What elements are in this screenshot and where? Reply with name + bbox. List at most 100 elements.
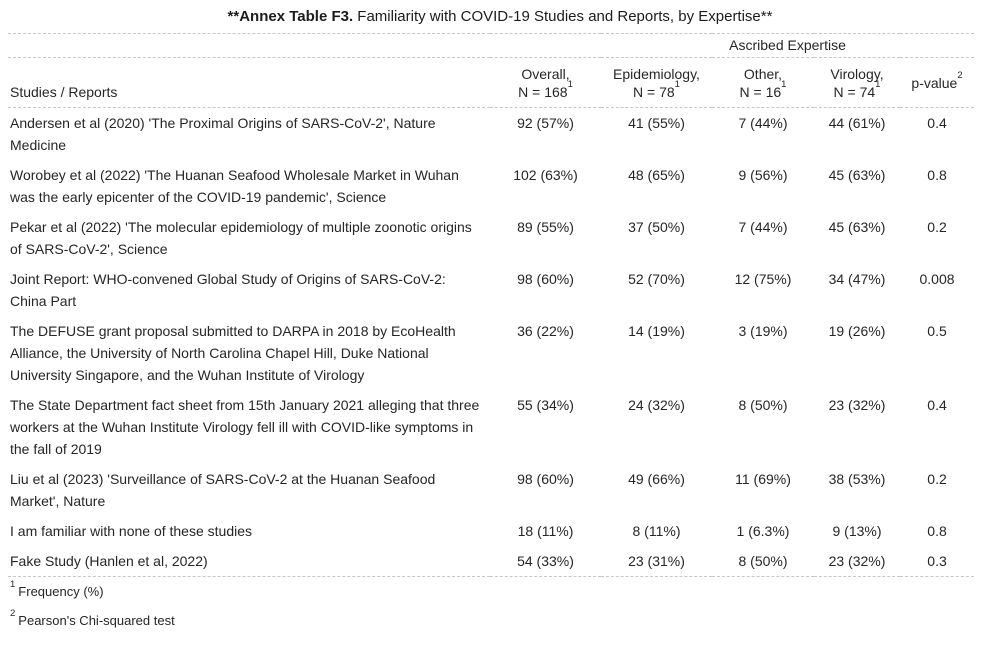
table-row: Pekar et al (2022) 'The molecular epidem… — [8, 212, 974, 264]
virology-cell: 34 (47%) — [828, 271, 886, 287]
study-cell: Worobey et al (2022) 'The Huanan Seafood… — [10, 167, 459, 205]
other-cell: 12 (75%) — [734, 271, 792, 287]
table-title-label: **Annex Table F3. — [227, 8, 354, 25]
virology-cell: 45 (63%) — [828, 167, 886, 183]
footnote-marker: 1 — [781, 79, 787, 91]
study-cell: Liu et al (2023) 'Surveillance of SARS-C… — [10, 471, 436, 509]
other-cell: 7 (44%) — [738, 219, 788, 235]
table-row: I am familiar with none of these studies… — [8, 516, 974, 546]
p-value-cell: 0.4 — [927, 397, 947, 413]
overall-cell: 55 (34%) — [517, 397, 574, 413]
epidemiology-cell: 52 (70%) — [628, 271, 685, 287]
column-header-overall: Overall, N = 1681 — [490, 57, 601, 108]
table-row: Worobey et al (2022) 'The Huanan Seafood… — [8, 160, 974, 212]
p-value-cell: 0.2 — [927, 471, 947, 487]
table-row: The DEFUSE grant proposal submitted to D… — [8, 316, 974, 390]
other-cell: 3 (19%) — [738, 323, 788, 339]
overall-cell: 89 (55%) — [517, 219, 574, 235]
study-cell: I am familiar with none of these studies — [10, 523, 253, 539]
virology-cell: 44 (61%) — [828, 115, 886, 131]
column-n: N = 161 — [739, 80, 787, 100]
overall-cell: 92 (57%) — [517, 115, 574, 131]
column-label: Other, — [743, 66, 783, 82]
footnote-row: 2 Pearson's Chi-squared test — [8, 606, 974, 635]
other-cell: 8 (50%) — [712, 546, 814, 577]
other-cell: 1 (6.3%) — [736, 523, 790, 539]
column-label: p-value — [911, 75, 958, 91]
epidemiology-cell: 24 (32%) — [628, 397, 685, 413]
n-value: N = 74 — [833, 84, 876, 100]
virology-cell: 19 (26%) — [828, 323, 886, 339]
column-label: Virology, — [830, 66, 884, 82]
p-value-cell: 0.2 — [927, 219, 947, 235]
p-value-cell: 0.5 — [927, 323, 947, 339]
epidemiology-cell: 23 (31%) — [601, 546, 712, 577]
table-row: Joint Report: WHO-convened Global Study … — [8, 264, 974, 316]
epidemiology-cell: 14 (19%) — [628, 323, 685, 339]
virology-cell: 23 (32%) — [828, 397, 886, 413]
overall-cell: 102 (63%) — [513, 167, 578, 183]
virology-cell: 38 (53%) — [828, 471, 886, 487]
page: **Annex Table F3. Familiarity with COVID… — [0, 0, 1000, 636]
column-header-p-value: p-value2 — [900, 57, 975, 108]
table-header: Ascribed Expertise Studies / Reports Ove… — [8, 33, 975, 108]
footnote-row: 1 Frequency (%) — [8, 577, 974, 607]
study-cell: Joint Report: WHO-convened Global Study … — [10, 271, 446, 309]
column-header-row: Studies / Reports Overall, N = 1681 Epid… — [8, 57, 975, 108]
epidemiology-cell: 41 (55%) — [628, 115, 685, 131]
n-value: N = 168 — [518, 84, 568, 100]
table-title: **Annex Table F3. Familiarity with COVID… — [0, 0, 1000, 26]
column-header-other: Other, N = 161 — [712, 57, 814, 108]
other-cell: 8 (50%) — [738, 397, 788, 413]
column-header-virology: Virology, N = 741 — [814, 57, 900, 108]
column-header-studies-reports: Studies / Reports — [8, 57, 490, 108]
study-cell: Andersen et al (2020) 'The Proximal Orig… — [10, 115, 436, 153]
footnote-marker: 1 — [567, 79, 573, 91]
footnote-marker: 1 — [875, 79, 881, 91]
column-n: N = 1681 — [518, 80, 573, 100]
p-value-cell: 0.8 — [927, 523, 947, 539]
column-label: Studies / Reports — [10, 84, 118, 100]
overall-cell: 98 (60%) — [517, 271, 574, 287]
p-value-cell: 0.008 — [919, 271, 955, 287]
column-n: N = 741 — [833, 80, 881, 100]
virology-cell: 23 (32%) — [814, 546, 900, 577]
spanner-spacer — [8, 33, 601, 58]
table-row: Andersen et al (2020) 'The Proximal Orig… — [8, 108, 974, 161]
footnote-pearson: 2 Pearson's Chi-squared test — [8, 606, 974, 635]
table-row: Liu et al (2023) 'Surveillance of SARS-C… — [8, 464, 974, 516]
column-n: N = 781 — [633, 80, 680, 100]
footnote-marker: 2 — [957, 70, 963, 82]
p-value-cell: 0.4 — [927, 115, 947, 131]
table-title-text: Familiarity with COVID-19 Studies and Re… — [353, 8, 773, 25]
footnote-marker: 1 — [10, 578, 16, 590]
study-cell: Fake Study (Hanlen et al, 2022) — [8, 546, 490, 577]
other-cell: 9 (56%) — [738, 167, 788, 183]
spanner-row: Ascribed Expertise — [8, 33, 975, 58]
table-row: The State Department fact sheet from 15t… — [8, 390, 974, 464]
epidemiology-cell: 37 (50%) — [628, 219, 685, 235]
overall-cell: 98 (60%) — [517, 471, 574, 487]
epidemiology-cell: 49 (66%) — [628, 471, 685, 487]
virology-cell: 45 (63%) — [828, 219, 886, 235]
spanner-label: Ascribed Expertise — [729, 37, 846, 53]
table-footnotes: 1 Frequency (%) 2 Pearson's Chi-squared te… — [8, 577, 974, 636]
n-value: N = 78 — [633, 84, 675, 100]
epidemiology-cell: 48 (65%) — [628, 167, 685, 183]
spanner-ascribed-expertise: Ascribed Expertise — [601, 33, 975, 58]
epidemiology-cell: 8 (11%) — [632, 523, 681, 539]
p-value-cell: 0.8 — [927, 167, 947, 183]
footnote-marker: 1 — [674, 79, 680, 91]
study-cell: The DEFUSE grant proposal submitted to D… — [10, 323, 456, 383]
overall-cell: 54 (33%) — [490, 546, 601, 577]
column-header-epidemiology: Epidemiology, N = 781 — [601, 57, 712, 108]
overall-cell: 18 (11%) — [517, 523, 574, 539]
footnote-marker: 2 — [10, 607, 16, 619]
table-row: Fake Study (Hanlen et al, 2022) 54 (33%)… — [8, 546, 975, 577]
n-value: N = 16 — [739, 84, 782, 100]
annex-table-f3: Ascribed Expertise Studies / Reports Ove… — [8, 33, 975, 636]
p-value-cell: 0.3 — [900, 546, 975, 577]
other-cell: 11 (69%) — [735, 471, 791, 487]
study-cell: The State Department fact sheet from 15t… — [10, 397, 480, 457]
footnote-frequency: 1 Frequency (%) — [8, 577, 974, 607]
